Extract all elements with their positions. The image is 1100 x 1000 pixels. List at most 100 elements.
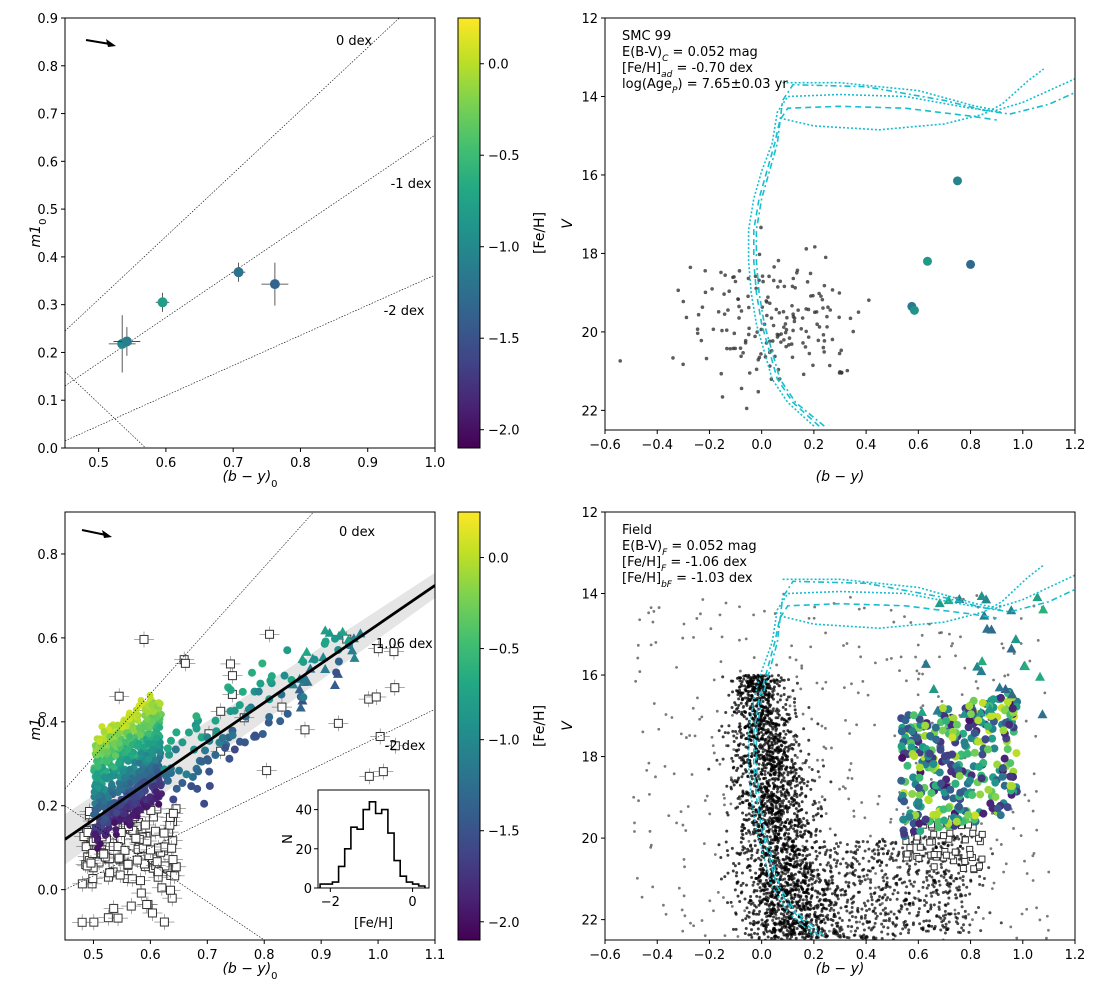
br-star — [989, 847, 993, 851]
br-star — [838, 841, 842, 845]
br-star — [757, 903, 761, 907]
bl-member-point — [124, 746, 132, 754]
bl-inset-frame — [317, 789, 430, 889]
tr-star — [790, 284, 795, 289]
br-star — [762, 892, 766, 896]
br-star — [780, 917, 784, 921]
bl-member-point — [91, 823, 99, 831]
br-star — [830, 923, 834, 927]
br-star — [822, 745, 826, 749]
tr-star — [778, 279, 783, 284]
br-star — [927, 924, 931, 928]
br-star — [1032, 772, 1036, 776]
tr-star — [823, 255, 828, 260]
br-star — [768, 864, 772, 868]
br-star — [926, 910, 930, 914]
br-star — [770, 809, 774, 813]
br-star — [794, 740, 798, 744]
bl-member-point — [136, 731, 144, 739]
bl-xtick-label: 0.7 — [197, 948, 218, 963]
br-star — [832, 903, 836, 907]
br-star — [770, 674, 774, 678]
bl-ytick-label: 0.2 — [37, 800, 58, 815]
bl-nonmember-square — [364, 771, 374, 781]
br-star — [772, 819, 776, 823]
bl-member-point — [205, 781, 214, 790]
tl-ytick-label: 0.6 — [37, 155, 58, 170]
br-star — [632, 795, 636, 799]
bl-member-point — [276, 717, 285, 726]
br-star — [781, 878, 785, 882]
br-star — [909, 882, 913, 886]
br-star — [799, 835, 803, 839]
br-star — [746, 798, 750, 802]
bl-reddening-arrow — [81, 529, 107, 536]
br-star — [807, 941, 810, 944]
bl-member-point — [125, 712, 133, 720]
br-star — [755, 894, 759, 898]
br-star — [722, 793, 725, 797]
bl-nonmember-square — [126, 901, 136, 911]
br-star — [831, 874, 835, 878]
bl-colorbar-tick-label: −1.5 — [488, 825, 520, 840]
br-star — [877, 844, 881, 848]
bl-member-point — [121, 738, 129, 746]
tr-xtick-label: 1.2 — [1065, 438, 1086, 453]
br-star — [947, 896, 951, 900]
br-star — [793, 888, 797, 892]
br-star — [802, 727, 806, 731]
tr-star — [764, 299, 769, 303]
br-star — [841, 857, 845, 861]
bl-member-point — [165, 750, 174, 759]
br-star — [883, 913, 887, 917]
br-star — [793, 893, 797, 897]
bl-member-point — [283, 709, 292, 718]
tr-star — [777, 310, 782, 315]
br-star — [740, 800, 744, 804]
br-star — [729, 787, 733, 791]
br-star — [804, 811, 808, 815]
br-star — [971, 918, 974, 922]
br-star — [791, 900, 795, 904]
br-star — [768, 903, 772, 907]
br-star — [780, 870, 784, 874]
br-star — [814, 833, 818, 837]
br-star — [747, 690, 751, 694]
bl-member-point — [133, 710, 141, 718]
br-star — [937, 905, 941, 909]
bl-ylabel: m10 — [28, 712, 49, 741]
br-star — [836, 897, 840, 901]
tr-star — [684, 315, 689, 320]
tr-star — [809, 294, 813, 298]
bl-inset-ylabel: N — [281, 834, 296, 844]
bl-nonmember-square — [132, 855, 142, 865]
bl-member-point — [172, 728, 181, 737]
tr-star — [757, 278, 761, 283]
bl-member-point — [102, 815, 110, 823]
br-star — [724, 840, 728, 844]
br-star — [816, 940, 819, 943]
br-star — [693, 734, 697, 738]
bl-nonmember-square — [167, 893, 177, 903]
br-star — [801, 712, 805, 716]
bl-nonmember-square — [390, 683, 400, 693]
br-star — [877, 885, 881, 889]
br-star — [763, 920, 767, 924]
bl-nonmember-square — [113, 913, 123, 923]
bl-nonmember-square — [77, 879, 87, 889]
br-star — [821, 845, 825, 849]
br-star — [768, 734, 771, 738]
br-star — [738, 795, 742, 799]
br-star — [931, 890, 935, 894]
br-star — [784, 702, 788, 706]
br-star — [905, 923, 909, 927]
tr-xtick-label: −0.4 — [641, 438, 673, 453]
br-star — [814, 889, 818, 893]
br-star — [747, 817, 751, 821]
br-star — [1036, 639, 1040, 642]
br-star — [843, 786, 847, 790]
tr-star — [741, 351, 745, 355]
br-star — [852, 815, 856, 818]
br-star — [741, 845, 745, 849]
tl-ytick-label: 0.4 — [37, 251, 58, 266]
